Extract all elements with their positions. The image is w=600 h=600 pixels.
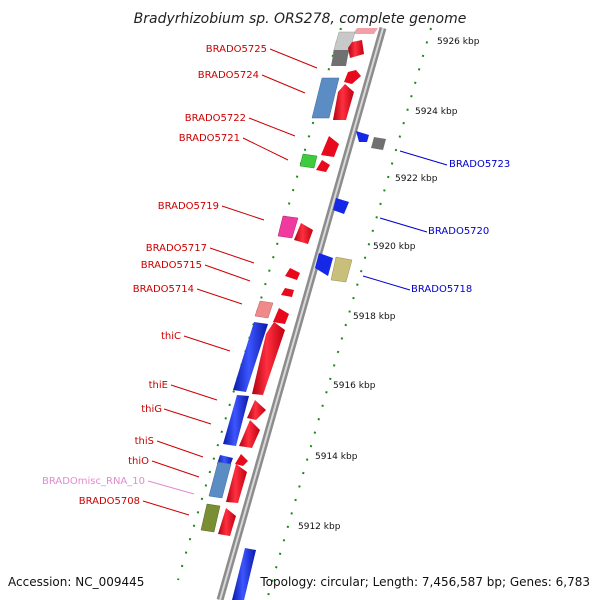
gene-label-brado5723: BRADO5723: [449, 159, 510, 170]
accession-text: Accession: NC_009445: [8, 575, 144, 589]
genome-summary-text: Topology: circular; Length: 7,456,587 bp…: [259, 575, 590, 589]
ruler-label: 5922 kbp: [395, 174, 438, 184]
gene-feature: [208, 461, 232, 499]
gene-label-brado5722: BRADO5722: [185, 113, 246, 124]
gene-feature: [226, 464, 247, 503]
gene-feature: [344, 70, 361, 84]
gene-feature: [299, 153, 318, 169]
gene-feature: [252, 322, 285, 395]
gene-feature: [356, 131, 369, 142]
gene-feature: [331, 50, 349, 66]
gene-label-brado5721: BRADO5721: [179, 133, 240, 144]
gene-feature: [333, 198, 349, 214]
gene-feature: [218, 508, 236, 536]
gene-feature: [330, 256, 353, 283]
gene-feature: [371, 137, 386, 150]
gene-feature: [321, 136, 339, 157]
ruler-label: 5916 kbp: [333, 381, 376, 391]
ruler-label: 5924 kbp: [415, 107, 458, 117]
ruler-line-right: [267, 27, 432, 597]
backbone-highlight: [219, 27, 384, 600]
gene-feature: [254, 300, 274, 319]
gene-label-thig: thiG: [141, 404, 162, 415]
gene-feature: [223, 395, 249, 446]
map-title: Bradyrhizobium sp. ORS278, complete geno…: [134, 11, 467, 27]
gene-label-brado5717: BRADO5717: [146, 243, 207, 254]
gene-features-right: [315, 131, 386, 283]
gene-feature: [294, 223, 313, 244]
gene-feature: [311, 77, 340, 119]
gene-label-brado5720: BRADO5720: [428, 226, 489, 237]
gene-label-thic: thiC: [161, 331, 181, 342]
gene-label-thio: thiO: [128, 456, 149, 467]
gene-feature: [285, 268, 300, 280]
gene-feature: [277, 215, 299, 239]
gene-label-brado5714: BRADO5714: [133, 284, 194, 295]
gene-label-this: thiS: [135, 436, 154, 447]
gene-label-thie: thiE: [149, 380, 168, 391]
gene-label-brado5708: BRADO5708: [79, 496, 140, 507]
gene-features-left: [200, 28, 378, 600]
gene-feature: [316, 160, 330, 172]
rna-connector: [147, 480, 195, 495]
gene-feature: [348, 40, 364, 58]
gene-feature: [353, 28, 378, 34]
gene-feature: [200, 503, 221, 533]
gene-feature: [239, 420, 260, 448]
ruler-label: 5912 kbp: [298, 522, 341, 532]
gene-label-rna: BRADOmisc_RNA_10: [42, 476, 145, 487]
gene-feature: [281, 288, 294, 297]
gene-feature: [247, 400, 266, 420]
gene-label-brado5719: BRADO5719: [158, 201, 219, 212]
ruler-label: 5918 kbp: [353, 312, 396, 322]
ruler-label: 5920 kbp: [373, 242, 416, 252]
gene-label-brado5718: BRADO5718: [411, 284, 472, 295]
gene-feature: [273, 308, 289, 324]
ruler-label: 5926 kbp: [437, 37, 480, 47]
ruler-label: 5914 kbp: [315, 452, 358, 462]
gene-label-brado5725: BRADO5725: [206, 44, 267, 55]
gene-label-brado5724: BRADO5724: [198, 70, 259, 81]
gene-feature: [232, 548, 256, 600]
left-connectors: [142, 48, 318, 516]
gene-feature: [235, 454, 248, 466]
right-connectors: [362, 150, 448, 291]
gene-feature: [233, 322, 268, 392]
gene-label-brado5715: BRADO5715: [141, 260, 202, 271]
gene-feature: [333, 84, 354, 120]
gene-feature: [315, 253, 333, 276]
